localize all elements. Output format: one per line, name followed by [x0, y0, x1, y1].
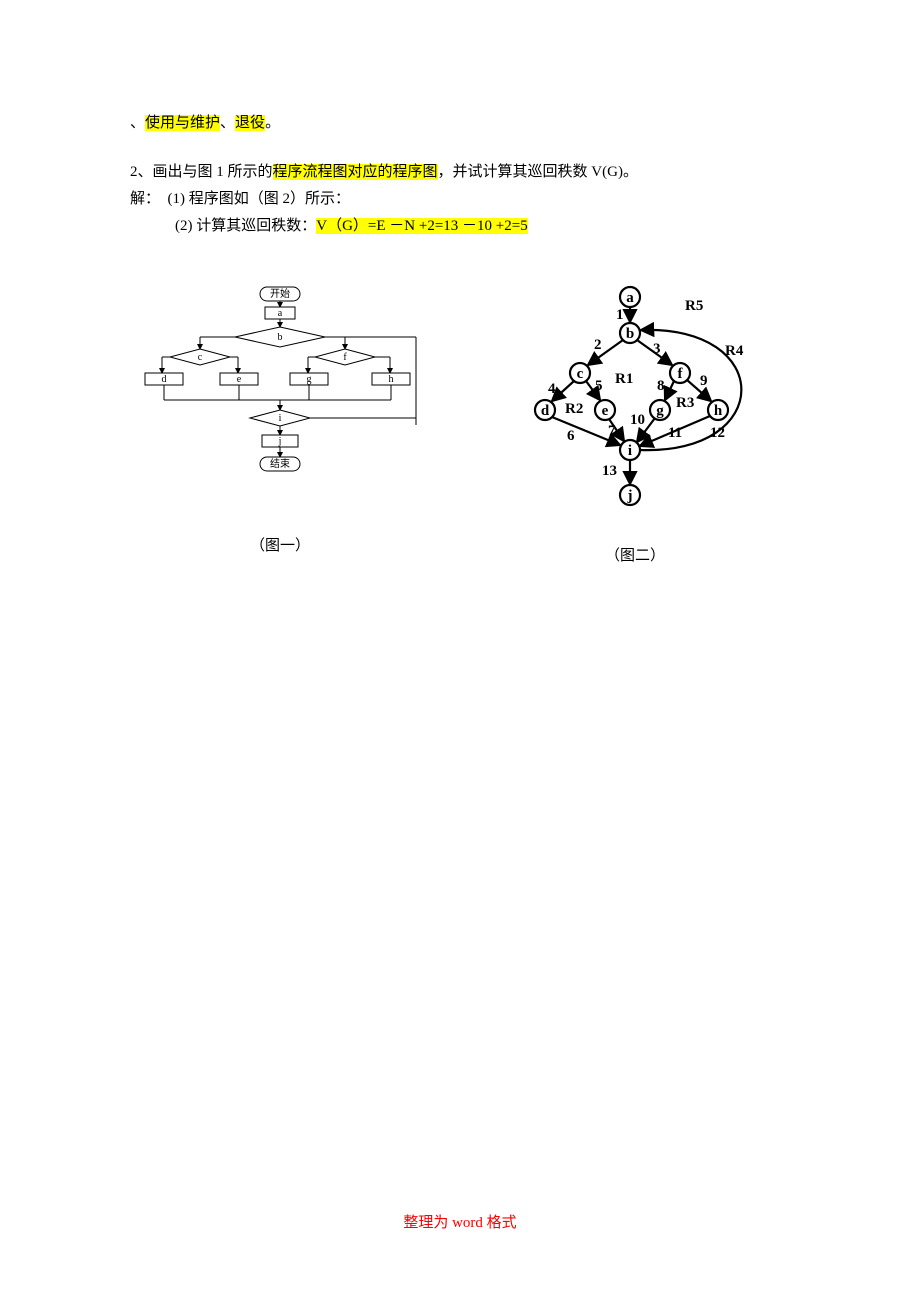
g-b: b: [626, 326, 634, 342]
r2: R2: [565, 401, 583, 417]
e9: 9: [700, 373, 708, 389]
fc-i: i: [279, 413, 282, 424]
e1: 1: [616, 307, 624, 323]
figure-1: 开始 a b c: [140, 285, 420, 570]
e10: 10: [630, 412, 645, 428]
g-i: i: [628, 443, 632, 459]
fc-d: d: [162, 374, 167, 385]
e3: 3: [653, 341, 661, 357]
e13: 13: [602, 463, 617, 479]
fc-start: 开始: [270, 287, 290, 300]
e12: 12: [710, 425, 725, 441]
g-c: c: [577, 366, 584, 382]
fc-g: g: [307, 374, 312, 385]
r5: R5: [685, 298, 703, 314]
e5: 5: [595, 378, 603, 394]
l1-sep: 、: [220, 115, 235, 131]
text-line-2: 2、画出与图 1 所示的程序流程图对应的程序图，并试计算其巡回秩数 V(G)。: [130, 159, 790, 186]
fc-end: 结束: [270, 457, 290, 470]
l2-prefix: 2、画出与图 1 所示的: [130, 164, 273, 180]
page-body: 、使用与维护、退役。 2、画出与图 1 所示的程序流程图对应的程序图，并试计算其…: [0, 0, 920, 570]
l4-prefix: (2) 计算其巡回秩数：: [130, 218, 316, 234]
caption-1: （图一）: [250, 533, 310, 560]
l1-hl1: 使用与维护: [145, 115, 220, 131]
e8: 8: [657, 378, 665, 394]
text-line-3: 解： (1) 程序图如（图 2）所示：: [130, 186, 790, 213]
l1-end: 。: [265, 115, 280, 131]
r3: R3: [676, 395, 694, 411]
g-a: a: [626, 290, 634, 306]
fc-b: b: [278, 332, 283, 343]
l1-hl2: 退役: [235, 115, 265, 131]
l2-hl: 程序流程图对应的程序图: [273, 164, 438, 180]
g-g: g: [656, 403, 664, 419]
l1-prefix: 、: [130, 115, 145, 131]
footer-text: 整理为 word 格式: [0, 1211, 920, 1232]
e4: 4: [548, 381, 556, 397]
r4: R4: [725, 343, 744, 359]
e6: 6: [567, 428, 575, 444]
caption-2: （图二）: [605, 543, 665, 570]
graph-svg: a b c f d e: [490, 285, 780, 515]
fc-e: e: [237, 374, 242, 385]
fc-a: a: [278, 308, 283, 319]
g-d: d: [541, 403, 550, 419]
figure-2: a b c f d e: [490, 285, 780, 570]
e7: 7: [608, 423, 616, 439]
g-e: e: [602, 403, 609, 419]
r1: R1: [615, 371, 633, 387]
text-line-1: 、使用与维护、退役。: [130, 110, 790, 137]
e2: 2: [594, 337, 602, 353]
fc-c: c: [198, 352, 203, 363]
flowchart-svg: 开始 a b c: [140, 285, 420, 505]
g-h: h: [714, 403, 723, 419]
l2-suffix: ，并试计算其巡回秩数 V(G)。: [438, 164, 638, 180]
g-j: j: [627, 488, 633, 504]
figures-row: 开始 a b c: [130, 285, 790, 570]
fc-j: j: [278, 436, 282, 447]
l4-hl: V（G）=E －N +2=13 －10 +2=5: [316, 218, 527, 234]
e11: 11: [668, 425, 682, 441]
text-line-4: (2) 计算其巡回秩数：V（G）=E －N +2=13 －10 +2=5: [130, 213, 790, 240]
fc-h: h: [389, 374, 394, 385]
